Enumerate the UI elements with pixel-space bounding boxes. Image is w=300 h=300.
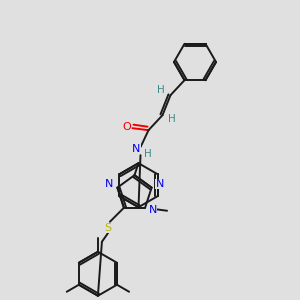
Text: N: N <box>155 178 164 189</box>
Text: N: N <box>132 144 141 154</box>
Text: N: N <box>105 178 114 189</box>
Text: S: S <box>104 223 112 233</box>
Text: H: H <box>157 85 164 95</box>
Text: H: H <box>168 114 176 124</box>
Text: N: N <box>149 205 157 215</box>
Text: O: O <box>122 122 131 132</box>
Text: H: H <box>144 149 152 159</box>
